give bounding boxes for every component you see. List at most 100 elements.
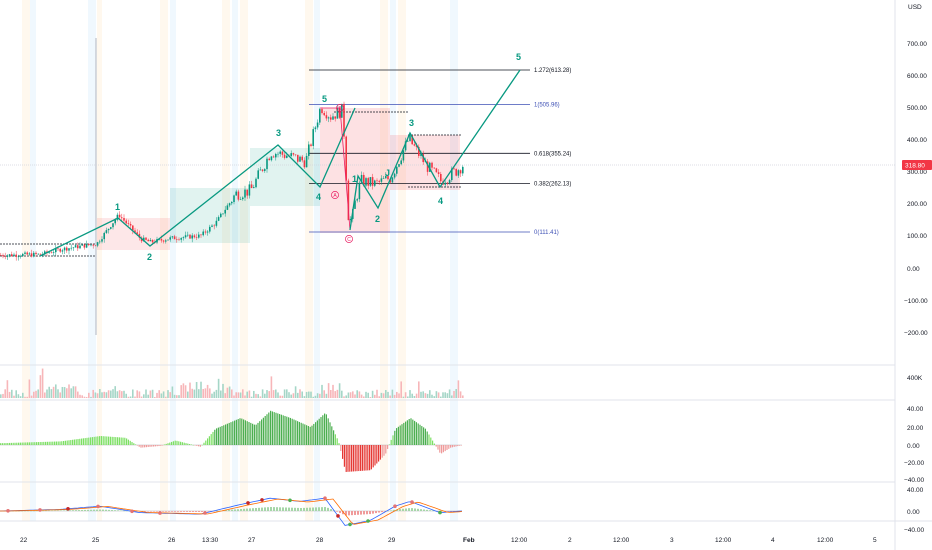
osc1-bar (57, 441, 59, 445)
osc2-bar (57, 510, 59, 512)
candle-body (404, 141, 407, 151)
osc2-bar (390, 510, 392, 511)
volume-bar (63, 387, 66, 398)
candle-body (44, 251, 46, 255)
osc1-bar (210, 434, 212, 445)
price-axis[interactable]: USD 700.00 600.00 500.00 400.00 300.00 2… (902, 4, 932, 534)
time-label: 4 (771, 537, 775, 544)
osc1-bar (212, 431, 214, 445)
volume-bar (149, 390, 152, 398)
osc1-bar (315, 422, 317, 445)
osc1-bar (225, 424, 227, 445)
volume-bar (81, 395, 83, 398)
osc1-bar (176, 440, 178, 445)
time-label: 3 (670, 537, 674, 544)
candle-body (358, 182, 361, 200)
volume-bar (455, 389, 457, 398)
osc1-bar (318, 418, 320, 445)
candle-body (402, 150, 405, 161)
session-stripe (170, 0, 176, 521)
osc1-bar (412, 419, 414, 445)
volume-bar (165, 396, 167, 398)
osc2-bar (168, 511, 170, 512)
volume-bar (374, 394, 376, 398)
volume-bar (180, 385, 182, 398)
volume-bar (121, 391, 123, 398)
volume-bar (253, 390, 255, 398)
osc1-bar (234, 420, 236, 445)
osc2-bar (393, 509, 395, 511)
candle-body (409, 135, 411, 141)
candle-body (369, 177, 372, 186)
osc1-bar (0, 443, 2, 445)
time-axis[interactable]: 22 25 26 13:30 27 28 29 Feb 12:00 2 12:0… (20, 537, 877, 544)
current-price-badge (902, 160, 932, 170)
volume-bar (347, 392, 350, 398)
volume-bar (242, 389, 244, 398)
volume-bar (2, 393, 4, 398)
osc1-bar (235, 419, 237, 445)
minor-wave-label-1: 1 (352, 174, 357, 184)
osc2-bar (207, 511, 209, 512)
candle-body (261, 169, 264, 171)
osc1-bar (72, 439, 74, 445)
price-tick: 500.00 (907, 105, 927, 112)
volume-bar (160, 393, 163, 398)
session-stripe (240, 0, 248, 521)
osc2-bar (219, 510, 221, 512)
volume-bar (345, 395, 347, 398)
osc1-bar (203, 442, 205, 445)
candle-body (398, 164, 400, 167)
candle-body (101, 239, 103, 242)
volume-bar (48, 386, 50, 398)
osc2-bar (120, 510, 122, 511)
osc1-bar (153, 445, 155, 447)
volume-bar (275, 389, 277, 398)
volume-bar (334, 391, 336, 398)
osc2-bar (111, 510, 113, 511)
volume-bar (41, 368, 44, 398)
osc1-bar (356, 445, 358, 472)
candle-body (371, 177, 374, 186)
osc2-bar (249, 508, 251, 511)
osc2-bar (60, 510, 62, 511)
cross-dot (410, 500, 414, 504)
volume-bar (248, 390, 251, 398)
osc1-bar (181, 442, 183, 445)
osc1-bar (435, 445, 437, 447)
candle-body (151, 239, 154, 243)
cross-dot (96, 504, 100, 509)
pattern-boxes (97, 108, 460, 250)
osc2-bar (84, 509, 86, 511)
osc1-bar (354, 445, 356, 472)
fib-label: 0(111.41) (534, 230, 559, 236)
osc1-bar (23, 442, 25, 445)
osc1-bar (288, 417, 290, 445)
osc2-bar (225, 510, 227, 511)
osc2-bar (171, 511, 173, 512)
time-label: Feb (463, 537, 475, 544)
price-tick: 200.00 (907, 201, 927, 208)
osc1-bar (102, 436, 104, 445)
volume-bar (424, 393, 427, 398)
osc1-bar (142, 445, 144, 448)
volume-bar (239, 392, 242, 398)
candle-body (255, 178, 257, 188)
osc2-bar (126, 510, 128, 512)
candle-body (264, 169, 266, 171)
volume-bar (101, 392, 103, 398)
volume-bar (327, 383, 330, 398)
currency-label: USD (908, 4, 922, 11)
volume-bar (407, 396, 409, 398)
volume-bar (360, 394, 363, 398)
volume-bar (127, 396, 130, 398)
svg-text:C: C (347, 237, 351, 243)
osc1-bar (198, 445, 200, 447)
volume-bar (312, 396, 314, 398)
volume-bar (283, 389, 286, 398)
volume-bar (173, 394, 176, 398)
candle-body (435, 168, 438, 173)
volume-bar (310, 391, 312, 398)
osc1-bar (61, 441, 63, 445)
